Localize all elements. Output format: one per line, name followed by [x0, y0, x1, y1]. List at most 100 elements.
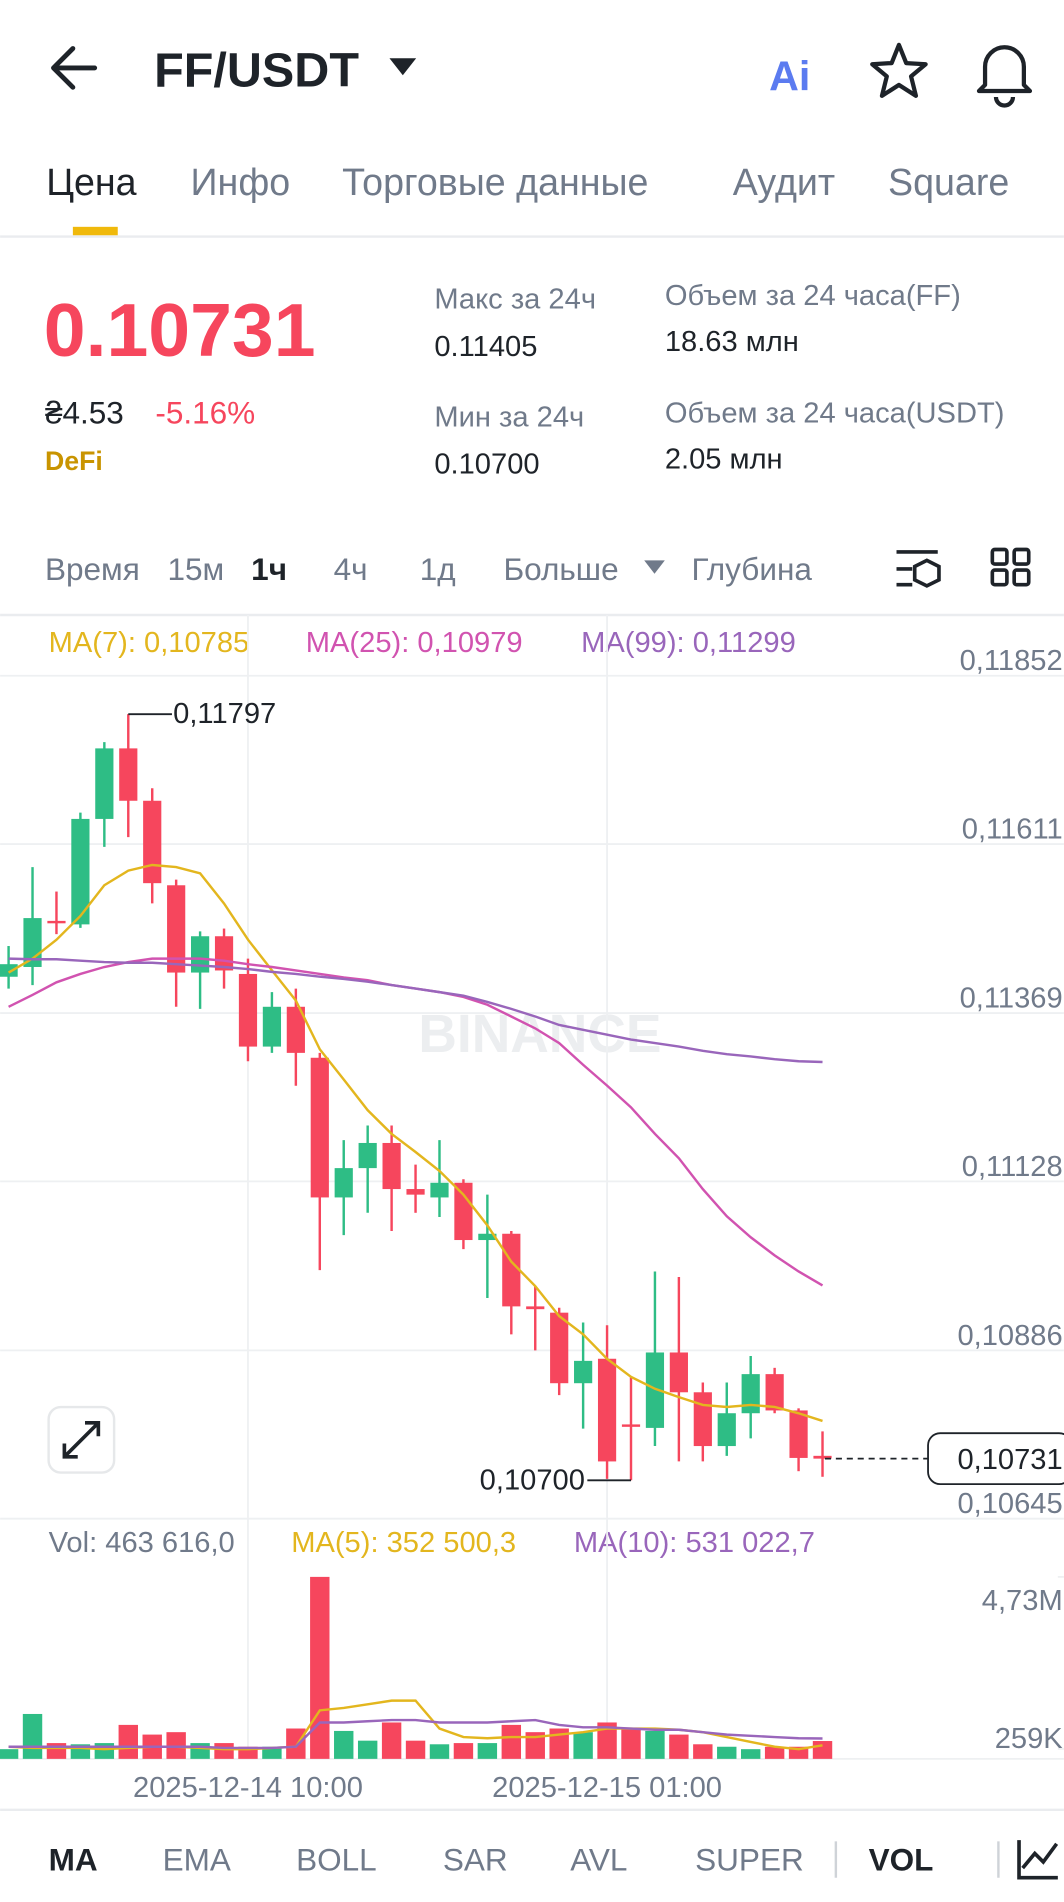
vol-ma-legend: MA(5): 352 500,3 [291, 1527, 516, 1559]
layout-button[interactable] [990, 547, 1031, 587]
candle-body [382, 1142, 401, 1190]
indicator-settings[interactable] [1017, 1840, 1059, 1880]
candle-body [669, 1352, 688, 1393]
ai-button[interactable]: Ai [769, 53, 810, 99]
volume-bar [405, 1740, 426, 1759]
alert-button[interactable] [976, 45, 1033, 108]
volume-bar [94, 1743, 115, 1759]
favorite-button[interactable] [870, 42, 928, 98]
depth-tab[interactable]: Глубина [692, 551, 813, 587]
candle-body [813, 1455, 832, 1459]
stat-value: 18.63 млн [665, 326, 799, 358]
volume-bar [214, 1743, 234, 1759]
interval[interactable]: 1д [420, 551, 456, 587]
candle-body [478, 1233, 497, 1241]
candle-body [597, 1358, 617, 1462]
low-label: 0,10700 [480, 1464, 585, 1496]
plot: 0,11852 0,11611 0,11369 0,11128 0,10886 0,106… [0, 614, 1064, 1804]
expand-button[interactable] [47, 1405, 116, 1474]
pair-title[interactable]: FF/USDT [154, 43, 359, 97]
candle-body [143, 800, 162, 884]
stat-value: 0.11405 [434, 331, 537, 363]
volume-bar [190, 1743, 210, 1759]
high-label: 0,11797 [173, 698, 276, 730]
tab[interactable]: Торговые данные [342, 161, 648, 203]
y-tick-label: 0,11369 [960, 983, 1063, 1015]
interval[interactable]: 4ч [334, 551, 368, 587]
y-tick-label: 4,73M [982, 1585, 1063, 1617]
last-price: 0.10731 [44, 288, 316, 372]
tab-indicator [72, 226, 118, 236]
candle-body [238, 973, 258, 1047]
vol-legend: Vol: 463 616,0 [49, 1527, 235, 1559]
volume-bar [429, 1744, 450, 1759]
indicator[interactable]: SUPER [695, 1842, 804, 1878]
candle-body [430, 1182, 449, 1198]
volume-bar [764, 1746, 785, 1759]
candle-body [71, 818, 90, 925]
volume-bar [334, 1730, 354, 1759]
indicator[interactable]: EMA [163, 1842, 231, 1878]
y-tick-label: 0,11128 [962, 1151, 1063, 1183]
indicator[interactable]: SAR [443, 1842, 508, 1878]
sector-tag[interactable]: DeFi [45, 446, 103, 476]
candle-body [358, 1142, 377, 1169]
last-price-box [927, 1432, 1064, 1486]
interval[interactable]: 15м [167, 551, 224, 587]
tab[interactable]: Square [888, 161, 1009, 203]
candle-body [47, 920, 66, 924]
volume-bar [286, 1728, 306, 1759]
volume-bar [693, 1744, 713, 1759]
volume-bar [669, 1734, 689, 1759]
stat-value: 2.05 млн [665, 444, 783, 476]
candle-body [574, 1360, 593, 1384]
candle-body [717, 1413, 736, 1447]
interval-more[interactable]: Больше [503, 551, 618, 587]
candle-body [406, 1189, 425, 1195]
pair-dropdown[interactable] [389, 58, 417, 76]
last-price-label: 0,10731 [957, 1444, 1062, 1476]
more-dropdown[interactable] [644, 560, 665, 574]
y-tick-label: 0,10886 [957, 1320, 1062, 1352]
watermark: BINANCE [418, 1005, 661, 1064]
candle-body [334, 1168, 353, 1198]
back-button[interactable] [51, 46, 98, 90]
volume-bar [525, 1732, 545, 1759]
stat-value: 0.10700 [434, 449, 539, 481]
candle-body [286, 1006, 305, 1053]
volume-bar [118, 1724, 138, 1759]
y-tick-label: 0,11852 [960, 645, 1063, 677]
indicator-active[interactable]: MA [49, 1842, 98, 1878]
y-tick-label: 259K [995, 1723, 1064, 1755]
indicator[interactable]: BOLL [296, 1842, 377, 1878]
volume-bar [501, 1724, 522, 1759]
indicator[interactable]: AVL [570, 1842, 627, 1878]
interval-active[interactable]: 1ч [251, 551, 287, 587]
tab[interactable]: Инфо [191, 161, 291, 203]
ma-line [7, 863, 823, 1423]
candle-body [454, 1182, 473, 1241]
vol-ma-legend: MA(10): 531 022,7 [574, 1527, 815, 1559]
volume-bar [645, 1730, 665, 1759]
stat-label: Объем за 24 часа(FF) [665, 280, 961, 312]
candle-body [621, 1424, 641, 1427]
candle-body [789, 1410, 808, 1458]
candle-body [191, 936, 210, 973]
volume-bar [740, 1749, 761, 1759]
ma-legend: MA(7): 0,10785 [49, 627, 250, 659]
stat-label: Мин за 24ч [434, 401, 584, 433]
volume-bar [812, 1741, 833, 1759]
volume-bar [453, 1743, 474, 1759]
candle-body [526, 1306, 545, 1310]
tab[interactable]: Аудит [733, 161, 835, 203]
x-tick-label: 2025-12-14 10:00 [133, 1772, 363, 1804]
chart-settings-button[interactable] [896, 550, 941, 588]
tab[interactable]: Цена [46, 161, 136, 203]
volume-bar [477, 1743, 498, 1759]
volume-bar [310, 1576, 330, 1759]
interval-label: Время [45, 551, 140, 587]
volume-bar [573, 1732, 593, 1759]
indicator-active[interactable]: VOL [869, 1842, 934, 1878]
candle-body [693, 1392, 712, 1447]
